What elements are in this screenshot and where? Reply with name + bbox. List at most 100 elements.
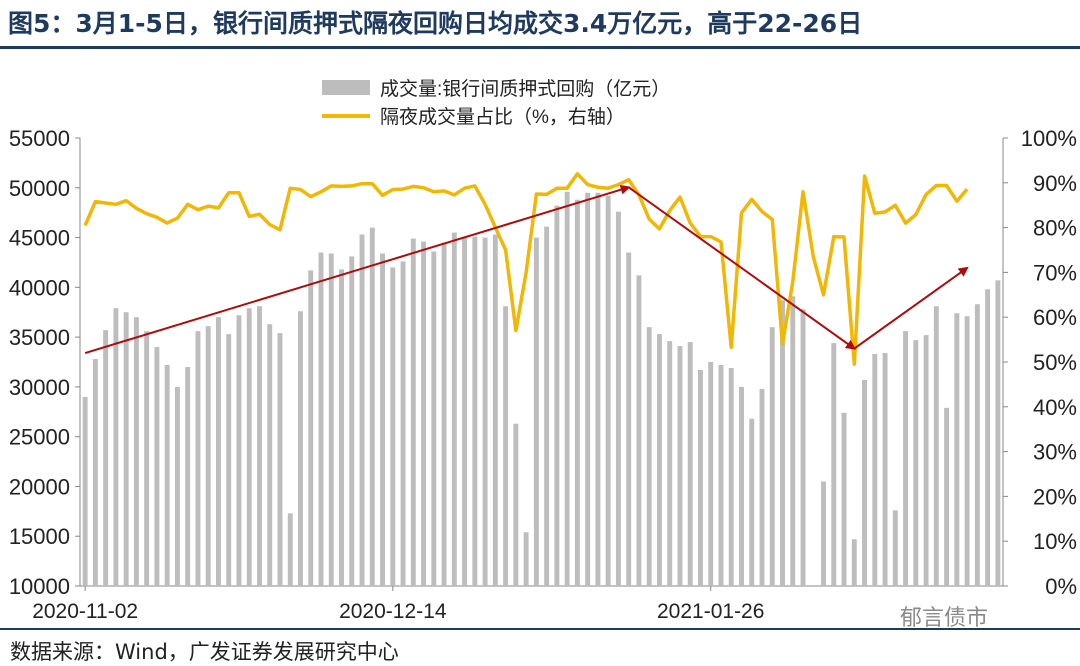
bar (974, 304, 980, 586)
legend: 成交量:银行间质押式回购（亿元） 隔夜成交量占比（%，右轴） (322, 78, 670, 128)
right-tick-label: 10% (1033, 529, 1077, 554)
right-tick-label: 60% (1033, 305, 1077, 330)
bar (564, 191, 570, 586)
bar (841, 412, 847, 586)
title-rule (0, 46, 1080, 49)
bar-series (82, 191, 1001, 587)
bar (513, 423, 519, 586)
bar (954, 313, 960, 586)
bar (892, 510, 898, 586)
bar (769, 327, 775, 586)
right-tick-label: 0% (1045, 574, 1077, 599)
bar (913, 340, 919, 586)
bar (933, 306, 939, 586)
bar (821, 481, 826, 586)
bar (472, 236, 478, 586)
bar (831, 343, 837, 586)
bar (359, 234, 365, 586)
bar (236, 315, 242, 586)
bar (492, 234, 498, 586)
bar (215, 317, 221, 586)
bar (308, 270, 314, 586)
bar (451, 232, 457, 587)
bar (462, 236, 468, 586)
bar (339, 269, 344, 586)
right-tick-label: 40% (1033, 395, 1077, 420)
left-tick-label: 15000 (9, 524, 70, 549)
bar (800, 309, 806, 586)
bar (431, 251, 437, 586)
left-tick-label: 25000 (9, 425, 70, 450)
chart: 10000 15000 20000 25000 30000 35000 40000 45000… (9, 78, 1077, 623)
bar (790, 296, 796, 586)
bar (482, 237, 488, 587)
bar (759, 388, 765, 586)
bar (615, 211, 621, 586)
left-tick-label: 45000 (9, 226, 70, 251)
bar (995, 280, 1001, 586)
bar (697, 369, 703, 586)
bar (533, 237, 539, 587)
bar (718, 364, 724, 586)
bar (287, 513, 293, 586)
bar (780, 300, 785, 586)
bar (872, 354, 878, 586)
bar (554, 205, 560, 586)
bar (349, 256, 355, 586)
x-tick-label: 2021-01-26 (657, 600, 764, 623)
bar (257, 306, 262, 586)
bar (174, 386, 180, 586)
line-path (83, 172, 969, 366)
legend-swatch-bar (322, 80, 370, 95)
trend-arrows (84, 184, 969, 354)
source-note: 数据来源：Wind，广发证券发展研究中心 (10, 640, 399, 664)
bar (328, 253, 334, 587)
axes: 10000 15000 20000 25000 30000 35000 40000 45000… (9, 126, 1077, 623)
bar (585, 192, 591, 586)
left-tick-label: 40000 (9, 275, 70, 300)
bar (595, 192, 601, 586)
bar (667, 341, 673, 586)
bar (503, 306, 509, 586)
legend-label-bar: 成交量:银行间质押式回购（亿元） (380, 78, 670, 100)
legend-label-line: 隔夜成交量占比（%，右轴） (380, 106, 625, 128)
bar (400, 261, 406, 586)
bar (944, 407, 950, 586)
bar (985, 289, 991, 586)
bar (964, 316, 970, 586)
bar (164, 364, 170, 586)
bar (574, 199, 580, 587)
bar (903, 331, 909, 586)
bar (205, 326, 211, 586)
bar (226, 334, 232, 586)
left-tick-label: 30000 (9, 375, 70, 400)
bar (82, 396, 88, 586)
bar (267, 324, 273, 586)
bar (277, 333, 283, 586)
right-tick-label: 70% (1033, 260, 1077, 285)
bar (246, 308, 252, 586)
bar (390, 267, 396, 586)
left-tick-label: 35000 (9, 325, 70, 350)
trend-arrow (84, 184, 631, 354)
bar (851, 539, 857, 586)
right-tick-label: 30% (1033, 440, 1077, 465)
right-tick-label: 90% (1033, 171, 1077, 196)
bar (687, 342, 693, 586)
bar (739, 386, 744, 586)
bar (862, 379, 868, 586)
bar (410, 238, 416, 586)
right-tick-label: 80% (1033, 216, 1077, 241)
bar (318, 252, 324, 586)
left-tick-label: 50000 (9, 176, 70, 201)
figure-title: 图5：3月1-5日，银行间质押式隔夜回购日均成交3.4万亿元，高于22-26日 (8, 9, 863, 38)
bar (882, 353, 888, 586)
bar (298, 311, 303, 586)
bar (421, 241, 427, 586)
bar (92, 359, 98, 586)
bar (369, 227, 375, 586)
right-tick-label: 20% (1033, 484, 1077, 509)
bar (708, 362, 714, 586)
left-tick-label: 55000 (9, 126, 70, 151)
bar (544, 226, 550, 587)
